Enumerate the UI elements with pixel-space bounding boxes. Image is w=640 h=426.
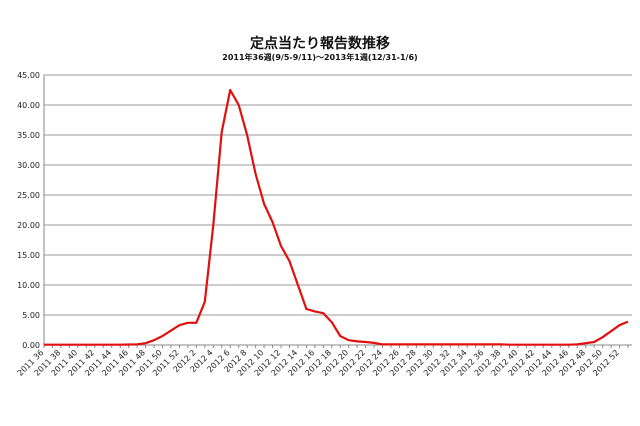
chart-title: 定点当たり報告数推移 bbox=[250, 36, 390, 52]
y-tick-label: 15.00 bbox=[17, 251, 40, 260]
y-tick-label: 0.00 bbox=[22, 341, 40, 350]
y-tick-label: 20.00 bbox=[17, 221, 40, 230]
y-tick-label: 35.00 bbox=[17, 131, 40, 140]
y-tick-label: 10.00 bbox=[17, 281, 40, 290]
y-tick-label: 30.00 bbox=[17, 161, 40, 170]
y-tick-label: 40.00 bbox=[17, 101, 40, 110]
y-tick-label: 45.00 bbox=[17, 71, 40, 80]
y-tick-label: 5.00 bbox=[22, 311, 40, 320]
chart-subtitle: 2011年36週(9/5-9/11)～2013年1週(12/31-1/6) bbox=[222, 53, 418, 62]
y-tick-label: 25.00 bbox=[17, 191, 40, 200]
series-line bbox=[44, 88, 629, 346]
